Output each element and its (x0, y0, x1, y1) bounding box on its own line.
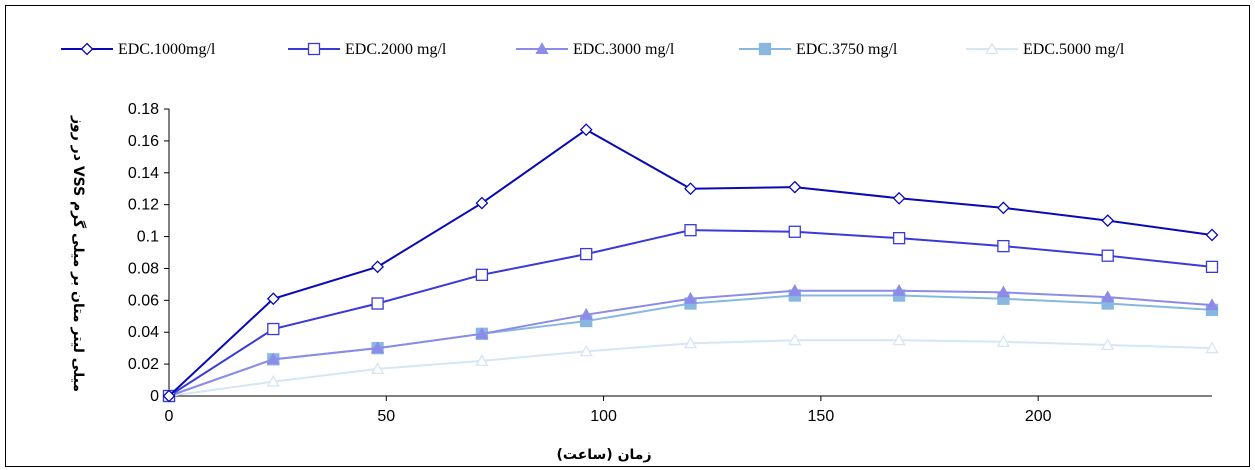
plot-area (162, 123, 1219, 403)
legend-label: EDC.1000mg/l (118, 41, 216, 58)
legend-marker (758, 42, 772, 56)
data-point (1101, 249, 1114, 262)
data-point (1101, 290, 1115, 303)
y-tick-label: 0.04 (128, 324, 159, 341)
x-axis-title: زمان (ساعت) (556, 447, 651, 463)
x-tick-label: 50 (377, 408, 395, 425)
y-tick-label: 0.1 (137, 229, 159, 246)
legend-item-3: EDC.3000 mg/l (516, 41, 675, 58)
series-1 (162, 123, 1219, 403)
legend: EDC.1000mg/l EDC.2000 mg/l EDC.3000 mg/l ED… (61, 41, 1125, 58)
data-point (370, 341, 385, 354)
y-tick-label: 0.18 (128, 101, 159, 118)
data-point (1205, 298, 1219, 311)
legend-item-2: EDC.2000 mg/l (288, 41, 447, 58)
series-2 (162, 224, 1219, 403)
data-point (788, 180, 802, 194)
data-point (684, 224, 697, 237)
line-chart: EDC.1000mg/l EDC.2000 mg/l EDC.3000 mg/l ED… (61, 41, 1219, 463)
data-point (892, 333, 906, 346)
data-point (475, 326, 489, 339)
legend-item-5: EDC.5000 mg/l (966, 41, 1125, 58)
data-point (683, 336, 698, 349)
data-point (684, 182, 697, 196)
data-point (580, 247, 593, 261)
y-tick-label: 0.14 (128, 165, 159, 182)
y-tick-label: 0.12 (128, 197, 159, 214)
data-point (579, 123, 593, 137)
data-point (997, 239, 1010, 253)
y-axis-title: میلی لیتر متان بر میلی گرم VSS در روز (70, 115, 87, 392)
legend-label: EDC.3000 mg/l (573, 41, 675, 58)
data-point (266, 292, 280, 306)
series-line (168, 339, 1213, 397)
x-tick-label: 100 (590, 408, 617, 425)
x-tick-label: 150 (808, 408, 835, 425)
y-tick-label: 0.16 (128, 133, 159, 150)
data-point (788, 225, 801, 238)
series-line (168, 229, 1213, 397)
legend-item-4: EDC.3750 mg/l (739, 41, 898, 58)
y-tick-label: 0.06 (128, 292, 159, 309)
legend-label: EDC.2000 mg/l (345, 41, 447, 58)
axes: 0 0.02 0.04 0.06 0.08 0.1 0.12 0.14 0.16 0.18 0 50 1… (128, 101, 1212, 425)
data-point (371, 297, 384, 310)
data-point (788, 333, 802, 346)
data-point (475, 196, 489, 210)
data-point (371, 260, 385, 274)
data-point (1101, 338, 1115, 351)
data-point (1101, 214, 1115, 228)
data-point (996, 201, 1010, 215)
data-point (1205, 341, 1219, 354)
data-point (266, 374, 280, 387)
chart-frame: EDC.1000mg/l EDC.2000 mg/l EDC.3000 mg/l ED… (5, 5, 1250, 467)
legend-marker (985, 42, 999, 55)
data-point (1205, 228, 1219, 242)
data-point (162, 389, 176, 403)
legend-marker (535, 42, 549, 55)
legend-marker (80, 42, 94, 56)
data-point (475, 268, 489, 281)
x-tick-label: 0 (165, 408, 174, 425)
data-point (892, 191, 906, 205)
data-point (683, 291, 698, 304)
y-tick-label: 0.02 (128, 356, 159, 373)
legend-item-1: EDC.1000mg/l (61, 41, 216, 58)
data-point (1205, 260, 1219, 274)
legend-label: EDC.3750 mg/l (796, 41, 898, 58)
legend-label: EDC.5000 mg/l (1023, 41, 1125, 58)
data-point (996, 334, 1011, 347)
data-point (579, 307, 593, 320)
data-point (267, 322, 280, 336)
data-point (266, 352, 280, 365)
data-point (475, 354, 489, 366)
data-point (788, 283, 802, 296)
x-tick-label: 200 (1025, 408, 1052, 425)
y-tick-label: 0.08 (128, 260, 159, 277)
data-point (370, 362, 385, 374)
series-5 (162, 333, 1219, 402)
data-point (996, 285, 1011, 298)
series-line (168, 128, 1213, 397)
data-point (892, 283, 906, 296)
data-point (892, 231, 906, 245)
y-tick-label: 0 (150, 388, 159, 405)
data-point (579, 344, 593, 357)
legend-marker (307, 42, 321, 56)
